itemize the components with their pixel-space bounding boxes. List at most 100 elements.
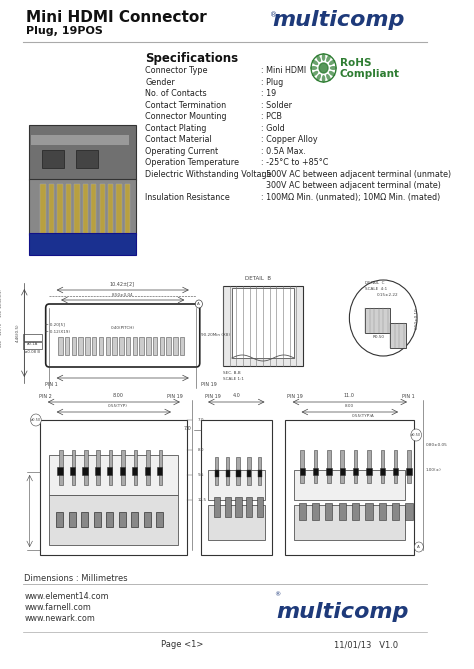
Bar [70, 467, 75, 475]
Bar [121, 450, 125, 485]
Text: multicomp: multicomp [272, 10, 404, 30]
Text: : 0.5A Max.: : 0.5A Max. [261, 147, 306, 155]
Bar [236, 457, 240, 485]
Text: Operating Current: Operating Current [146, 147, 219, 155]
Text: Contact Termination: Contact Termination [146, 100, 227, 110]
Bar [109, 450, 112, 485]
Bar [365, 308, 391, 333]
Text: 9.5: 9.5 [198, 473, 204, 477]
Bar [339, 468, 345, 475]
Bar [314, 450, 317, 483]
Text: : Mini HDMI: : Mini HDMI [261, 66, 306, 75]
Ellipse shape [329, 60, 335, 65]
Bar [214, 497, 220, 517]
Bar [108, 184, 113, 234]
Text: Connector Mounting: Connector Mounting [146, 112, 227, 121]
Text: 90.20Min (X8): 90.20Min (X8) [201, 333, 230, 337]
Bar [232, 288, 294, 358]
Text: : Gold: : Gold [261, 124, 285, 132]
Text: ®: ® [274, 592, 281, 597]
Bar [49, 455, 178, 495]
Text: 300V AC between adjacent terminal (mate): 300V AC between adjacent terminal (mate) [261, 181, 441, 190]
Text: Specifications: Specifications [146, 52, 238, 65]
Text: 0.50±0.10: 0.50±0.10 [414, 307, 419, 329]
Ellipse shape [316, 55, 321, 62]
Text: 11/01/13   V1.0: 11/01/13 V1.0 [334, 640, 398, 649]
Bar [76, 150, 98, 168]
Text: 8.0: 8.0 [198, 448, 204, 452]
Bar [325, 503, 332, 520]
Bar [313, 468, 318, 475]
Text: Operation Temperature: Operation Temperature [146, 158, 239, 167]
Bar [353, 468, 358, 475]
Text: Dielectric Withstanding Voltage: Dielectric Withstanding Voltage [146, 169, 272, 179]
Bar [119, 467, 125, 475]
Text: : -25°C to +85°C: : -25°C to +85°C [261, 158, 328, 167]
Bar [405, 503, 413, 520]
Ellipse shape [312, 71, 318, 76]
Bar [96, 450, 100, 485]
Text: multicomp: multicomp [276, 602, 409, 622]
Text: www.newark.com: www.newark.com [24, 614, 95, 623]
Text: A: A [418, 545, 420, 549]
Text: R0.50: R0.50 [373, 335, 385, 339]
Bar [236, 470, 241, 477]
Text: 7.0: 7.0 [184, 426, 192, 431]
Bar [72, 450, 75, 485]
Bar [173, 337, 178, 355]
Text: 0.55(TYP)A: 0.55(TYP)A [351, 414, 374, 418]
Bar [247, 470, 251, 477]
Bar [56, 512, 64, 527]
Bar [340, 450, 344, 483]
Text: PIN 19: PIN 19 [167, 394, 183, 399]
Bar [106, 337, 110, 355]
Text: 1-4.50(0.5): 1-4.50(0.5) [0, 288, 2, 308]
Circle shape [414, 542, 423, 552]
Bar [82, 184, 88, 234]
Bar [366, 468, 372, 475]
Bar [106, 512, 113, 527]
Bar [95, 467, 100, 475]
Bar [153, 337, 157, 355]
Ellipse shape [322, 53, 325, 61]
Text: PIN 2: PIN 2 [38, 394, 51, 399]
Text: Mini HDMI Connector: Mini HDMI Connector [26, 10, 207, 25]
Text: : PCB: : PCB [261, 112, 282, 121]
Text: Page <1>: Page <1> [161, 640, 203, 649]
Text: www.element14.com: www.element14.com [24, 592, 109, 601]
Bar [339, 503, 346, 520]
Text: 1.00: 1.00 [0, 309, 2, 317]
Text: 10.42±[2]: 10.42±[2] [110, 281, 135, 286]
Bar [79, 337, 83, 355]
Text: Dimensions : Millimetres: Dimensions : Millimetres [24, 574, 128, 583]
Bar [74, 184, 80, 234]
Bar [215, 457, 219, 485]
Text: 0.40: 0.40 [0, 339, 2, 347]
Bar [139, 337, 144, 355]
Text: 0.55(TYP): 0.55(TYP) [108, 404, 128, 408]
Text: PIN 1: PIN 1 [401, 394, 414, 399]
Text: PIN 19: PIN 19 [205, 394, 221, 399]
Circle shape [195, 300, 202, 308]
Bar [146, 450, 150, 485]
Bar [393, 468, 398, 475]
Text: ®: ® [270, 12, 277, 18]
Bar [29, 233, 136, 255]
Bar [40, 184, 46, 234]
Text: ø0.1A: ø0.1A [27, 342, 38, 346]
Bar [394, 450, 398, 483]
Text: : 100MΩ Min. (unmated); 10MΩ Min. (mated): : 100MΩ Min. (unmated); 10MΩ Min. (mated… [261, 193, 440, 201]
Text: Compliant: Compliant [339, 69, 400, 79]
Bar [327, 450, 331, 483]
Polygon shape [223, 286, 303, 366]
Text: : 500V AC between adjacent terminal (unmate): : 500V AC between adjacent terminal (unm… [261, 169, 451, 179]
Bar [258, 470, 262, 477]
Bar [406, 468, 412, 475]
Text: SEC. B-B: SEC. B-B [223, 371, 241, 375]
Bar [300, 468, 305, 475]
Text: www.farnell.com: www.farnell.com [24, 603, 91, 612]
Bar [145, 467, 150, 475]
Bar [23, 342, 42, 349]
Ellipse shape [330, 66, 337, 70]
Text: SCALE  4:1: SCALE 4:1 [365, 287, 388, 291]
